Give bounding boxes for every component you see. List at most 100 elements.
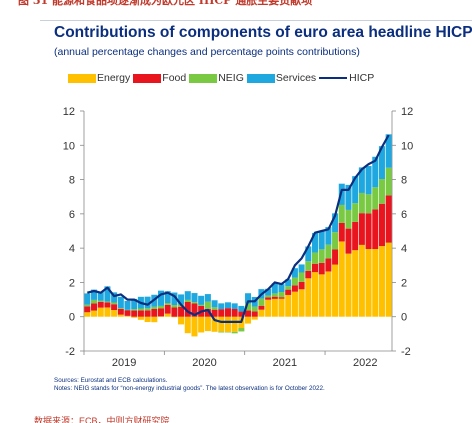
bar-neig bbox=[144, 308, 151, 311]
chart-title: Contributions of components of euro area… bbox=[54, 24, 472, 41]
legend-item-services: Services bbox=[246, 72, 317, 84]
y-tick-label-left: 0 bbox=[69, 312, 75, 324]
bar-energy bbox=[285, 294, 292, 317]
bar-services bbox=[365, 166, 372, 195]
bar-food bbox=[238, 311, 245, 317]
bar-services bbox=[124, 300, 131, 310]
bar-food bbox=[184, 301, 191, 317]
y-tick-label-left: 12 bbox=[63, 106, 75, 118]
bar-food bbox=[278, 297, 285, 299]
bar-food bbox=[372, 209, 379, 249]
bar-services bbox=[285, 279, 292, 287]
legend-item-neig: NEIG bbox=[189, 72, 244, 84]
y-tick-label-left: -2 bbox=[65, 346, 75, 358]
bar-services bbox=[231, 303, 238, 309]
bar-neig bbox=[91, 299, 98, 304]
bar-energy bbox=[124, 315, 131, 317]
y-tick-label-right: 0 bbox=[401, 312, 407, 324]
bar-energy bbox=[84, 312, 91, 317]
y-tick-label-right: 8 bbox=[401, 175, 407, 187]
y-tick-label-left: 2 bbox=[69, 277, 75, 289]
bar-neig bbox=[218, 331, 225, 333]
bar-neig bbox=[345, 209, 352, 229]
bar-energy bbox=[151, 316, 158, 323]
bar-neig bbox=[245, 303, 252, 311]
bar-food bbox=[144, 310, 151, 317]
bar-services bbox=[245, 293, 252, 304]
bar-energy bbox=[91, 310, 98, 317]
bar-neig bbox=[251, 306, 258, 312]
bar-energy bbox=[137, 316, 144, 320]
bar-services bbox=[352, 176, 359, 204]
bar-neig bbox=[352, 203, 359, 222]
bar-services bbox=[345, 184, 352, 210]
bar-neig bbox=[151, 306, 158, 309]
bar-neig bbox=[258, 298, 265, 306]
bar-energy bbox=[245, 316, 252, 324]
bar-food bbox=[258, 305, 265, 310]
bar-energy bbox=[157, 316, 165, 317]
bar-neig bbox=[372, 187, 379, 210]
bar-neig bbox=[305, 261, 312, 271]
bar-food bbox=[358, 213, 365, 245]
bar-food bbox=[204, 308, 211, 317]
bar-neig bbox=[164, 303, 171, 305]
y-tick-label-left: 4 bbox=[69, 243, 75, 255]
frame-divider bbox=[40, 20, 472, 21]
bar-food bbox=[211, 309, 218, 317]
bar-neig bbox=[97, 300, 104, 302]
bar-neig bbox=[198, 304, 205, 306]
bar-services bbox=[131, 298, 138, 310]
y-tick-label-right: -2 bbox=[401, 346, 411, 358]
bar-services bbox=[358, 167, 365, 193]
bar-services bbox=[325, 227, 332, 245]
bar-energy bbox=[345, 253, 352, 317]
bar-energy bbox=[365, 249, 372, 317]
y-tick-label-right: 12 bbox=[401, 106, 413, 118]
bar-neig bbox=[104, 301, 111, 303]
bar-neig bbox=[184, 299, 191, 302]
bar-energy bbox=[265, 299, 272, 317]
bar-services bbox=[218, 303, 225, 310]
bar-energy bbox=[258, 309, 265, 317]
bar-services bbox=[378, 146, 385, 180]
bar-energy bbox=[291, 291, 298, 317]
y-tick-label-left: 8 bbox=[69, 175, 75, 187]
bar-food bbox=[251, 311, 258, 317]
bar-energy bbox=[164, 313, 171, 317]
bar-neig bbox=[291, 277, 298, 286]
legend-swatch-hicp bbox=[319, 77, 348, 79]
bar-neig bbox=[231, 331, 238, 334]
bar-neig bbox=[111, 302, 118, 305]
bar-services bbox=[157, 290, 165, 306]
bar-food bbox=[164, 304, 171, 314]
legend-label-energy: Energy bbox=[97, 72, 131, 84]
bar-food bbox=[91, 303, 98, 311]
bar-food bbox=[218, 309, 225, 317]
y-tick-label-right: 4 bbox=[401, 243, 407, 255]
bar-food bbox=[245, 310, 252, 317]
bar-food bbox=[265, 297, 272, 300]
bar-services bbox=[184, 291, 191, 300]
bar-neig bbox=[278, 292, 285, 298]
bar-energy bbox=[191, 316, 198, 337]
legend-label-services: Services bbox=[275, 72, 317, 84]
legend-swatch-neig bbox=[189, 73, 218, 83]
bar-neig bbox=[338, 204, 345, 223]
bar-food bbox=[285, 289, 292, 295]
bar-food bbox=[385, 195, 392, 243]
bar-neig bbox=[385, 167, 392, 196]
bar-energy bbox=[251, 316, 258, 320]
bar-food bbox=[325, 258, 332, 272]
bar-food bbox=[137, 310, 144, 317]
bar-services bbox=[311, 233, 319, 253]
bar-services bbox=[385, 134, 392, 168]
bar-energy bbox=[211, 316, 218, 332]
y-tick-label-right: 10 bbox=[401, 140, 413, 152]
legend-item-hicp: HICP bbox=[319, 72, 374, 84]
bar-neig bbox=[271, 293, 278, 297]
bar-services bbox=[171, 292, 178, 306]
bar-neig bbox=[358, 192, 365, 214]
bar-food bbox=[157, 308, 165, 317]
